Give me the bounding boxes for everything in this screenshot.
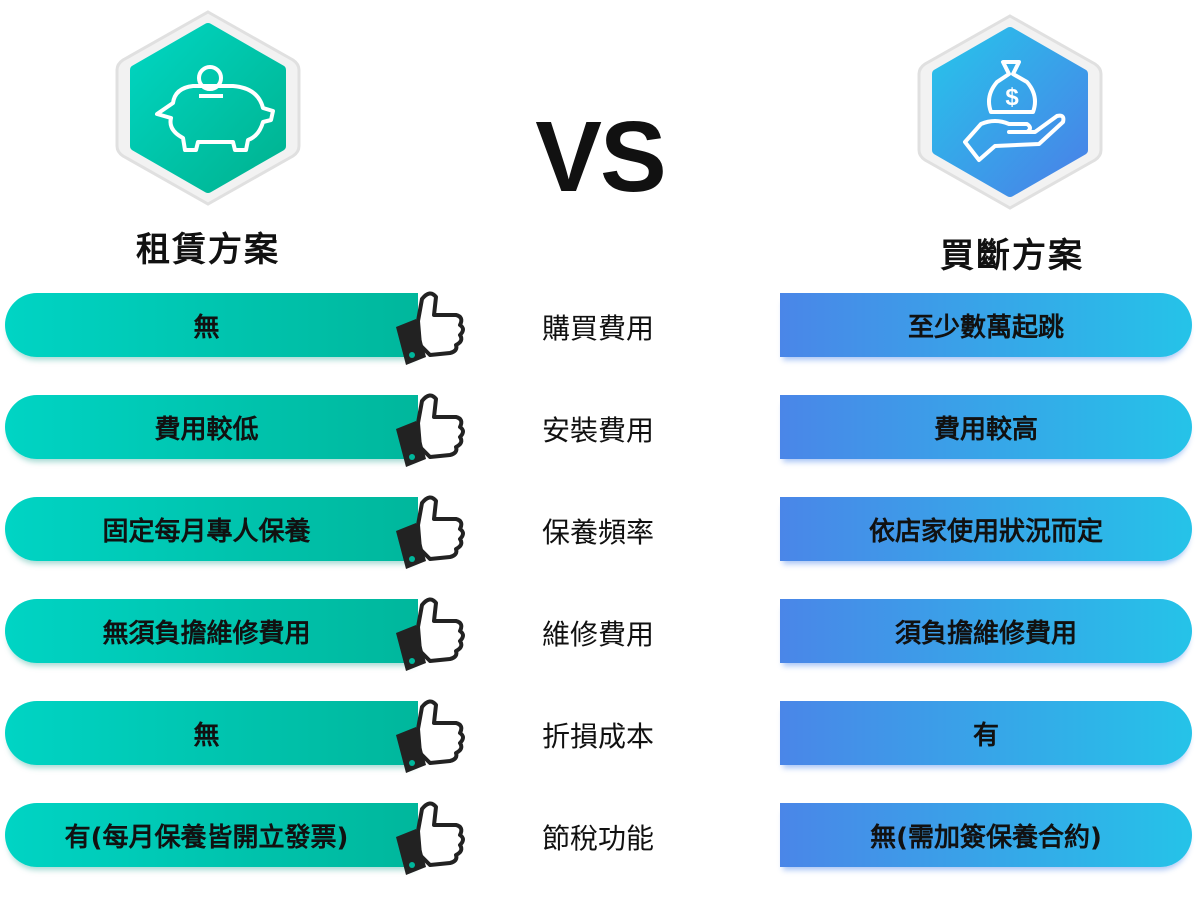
left-value-text: 費用較低 — [154, 414, 259, 445]
piggy-bank-icon — [155, 65, 275, 152]
piggy-bank-badge — [115, 10, 301, 206]
thumbs-up-icon — [390, 285, 470, 365]
right-value-text: 費用較高 — [933, 414, 1038, 445]
right-row-value: 至少數萬起跳 — [780, 293, 1192, 357]
right-value-text: 須負擔維修費用 — [894, 618, 1077, 649]
money-bag-badge: $ — [917, 14, 1103, 210]
criterion-label: 折損成本 — [541, 720, 654, 753]
right-plan-title: 買斷方案 — [940, 236, 1084, 276]
right-row-value: 有 — [780, 701, 1192, 765]
left-row-value: 無須負擔維修費用 — [5, 599, 418, 663]
left-value-text: 固定每月專人保養 — [102, 516, 311, 547]
thumbs-up-icon — [390, 489, 470, 569]
left-value-text: 有(每月保養皆開立發票) — [64, 822, 349, 853]
left-row-value: 費用較低 — [5, 395, 418, 459]
left-value-text: 無 — [193, 312, 220, 343]
criterion-label: 節稅功能 — [541, 822, 654, 855]
thumbs-up-icon — [390, 795, 470, 875]
right-row-value: 須負擔維修費用 — [780, 599, 1192, 663]
left-row-value: 有(每月保養皆開立發票) — [5, 803, 418, 867]
criterion-label: 安裝費用 — [541, 414, 654, 447]
left-value-text: 無須負擔維修費用 — [102, 618, 311, 649]
thumbs-up-icon — [390, 693, 470, 773]
right-row-value: 依店家使用狀況而定 — [780, 497, 1192, 561]
left-row-value: 無 — [5, 701, 418, 765]
criterion-label: 維修費用 — [541, 618, 654, 651]
thumbs-up-icon — [390, 591, 470, 671]
right-value-text: 無(需加簽保養合約) — [870, 822, 1102, 853]
thumbs-up-icon — [390, 387, 470, 467]
vs-label: VS — [535, 101, 666, 213]
right-row-value: 無(需加簽保養合約) — [780, 803, 1192, 867]
right-value-text: 依店家使用狀況而定 — [868, 516, 1103, 547]
svg-text:$: $ — [1005, 84, 1019, 111]
criterion-label: 購買費用 — [541, 312, 654, 345]
left-value-text: 無 — [193, 720, 220, 751]
criterion-label: 保養頻率 — [541, 516, 654, 549]
right-value-text: 至少數萬起跳 — [907, 312, 1064, 343]
left-plan-title: 租賃方案 — [136, 230, 280, 270]
money-bag-hand-icon: $ — [963, 60, 1066, 162]
right-value-text: 有 — [972, 720, 999, 751]
left-row-value: 固定每月專人保養 — [5, 497, 418, 561]
right-row-value: 費用較高 — [780, 395, 1192, 459]
left-row-value: 無 — [5, 293, 418, 357]
